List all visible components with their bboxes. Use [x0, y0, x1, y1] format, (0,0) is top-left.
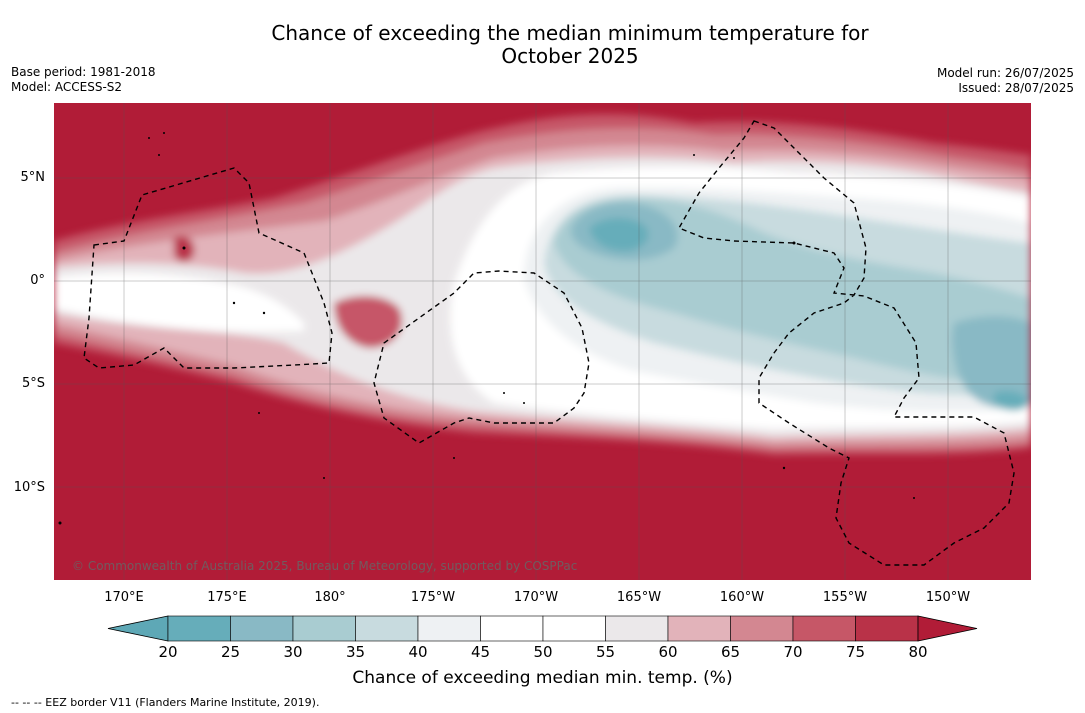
colorbar-tick-label: 75 [845, 643, 866, 661]
colorbar-bin [480, 615, 544, 642]
lon-label-165w: 165°W [616, 590, 662, 605]
colorbar-tick-label: 50 [533, 643, 553, 661]
colorbar [107, 615, 978, 642]
lon-label-150w: 150°W [925, 590, 971, 605]
chart-title: Chance of exceeding the median minimum t… [0, 22, 1085, 68]
title-line-2: October 2025 [501, 44, 639, 68]
eez-borders [83, 120, 1015, 566]
colorbar-extend-high [917, 615, 978, 642]
probability-field [54, 114, 1031, 456]
lat-label-5s: 5°S [21, 376, 45, 391]
lat-label-0: 0° [30, 273, 45, 288]
colorbar-bin [230, 615, 294, 642]
colorbar-tick-label: 20 [158, 643, 178, 661]
meta-right: Model run: 26/07/2025 Issued: 28/07/2025 [937, 66, 1074, 96]
colorbar-tick-label: 65 [720, 643, 741, 661]
lat-label-5n: 5°N [20, 170, 46, 185]
colorbar-bin [292, 615, 356, 642]
colorbar-tick-label: 60 [658, 643, 678, 661]
colorbar-tick-label: 55 [595, 643, 616, 661]
meta-left: Base period: 1981-2018 Model: ACCESS-S2 [11, 65, 156, 95]
lon-label-175w: 175°W [410, 590, 456, 605]
issued-date: Issued: 28/07/2025 [958, 81, 1074, 95]
graticule [54, 103, 1031, 580]
lon-label-175e: 175°E [207, 590, 247, 605]
lon-label-180: 180° [314, 590, 346, 605]
colorbar-bin [667, 615, 731, 642]
colorbar-bin [605, 615, 669, 642]
forecast-map [54, 103, 1031, 580]
colorbar-tick-label: 25 [220, 643, 241, 661]
lat-label-10s: 10°S [13, 480, 45, 495]
colorbar-bin [792, 615, 856, 642]
colorbar-title: Chance of exceeding median min. temp. (%… [352, 668, 733, 688]
colorbar-extend-low [107, 615, 169, 642]
colorbar-tick-label: 30 [283, 643, 303, 661]
colorbar-bin [417, 615, 481, 642]
title-line-1: Chance of exceeding the median minimum t… [271, 21, 869, 45]
lon-label-155w: 155°W [822, 590, 868, 605]
colorbar-tick-label: 35 [345, 643, 366, 661]
colorbar-tick-label: 70 [783, 643, 803, 661]
map-canvas [54, 103, 1031, 580]
lon-label-170e: 170°E [104, 590, 144, 605]
colorbar-bin [542, 615, 606, 642]
colorbar-bin [855, 615, 919, 642]
colorbar-tick-label: 40 [408, 643, 428, 661]
lon-label-170w: 170°W [513, 590, 559, 605]
lon-label-160w: 160°W [719, 590, 765, 605]
islands [58, 132, 915, 525]
colorbar-bin [730, 615, 794, 642]
model-name: Model: ACCESS-S2 [11, 80, 123, 94]
eez-footnote: -- -- -- EEZ border V11 (Flanders Marine… [11, 696, 320, 709]
colorbar-bin [355, 615, 419, 642]
colorbar-tick-label: 45 [470, 643, 491, 661]
copyright-notice: © Commonwealth of Australia 2025, Bureau… [72, 559, 578, 573]
base-period: Base period: 1981-2018 [11, 65, 156, 79]
colorbar-tick-label: 80 [908, 643, 928, 661]
colorbar-bin [167, 615, 231, 642]
model-run: Model run: 26/07/2025 [936, 66, 1074, 80]
